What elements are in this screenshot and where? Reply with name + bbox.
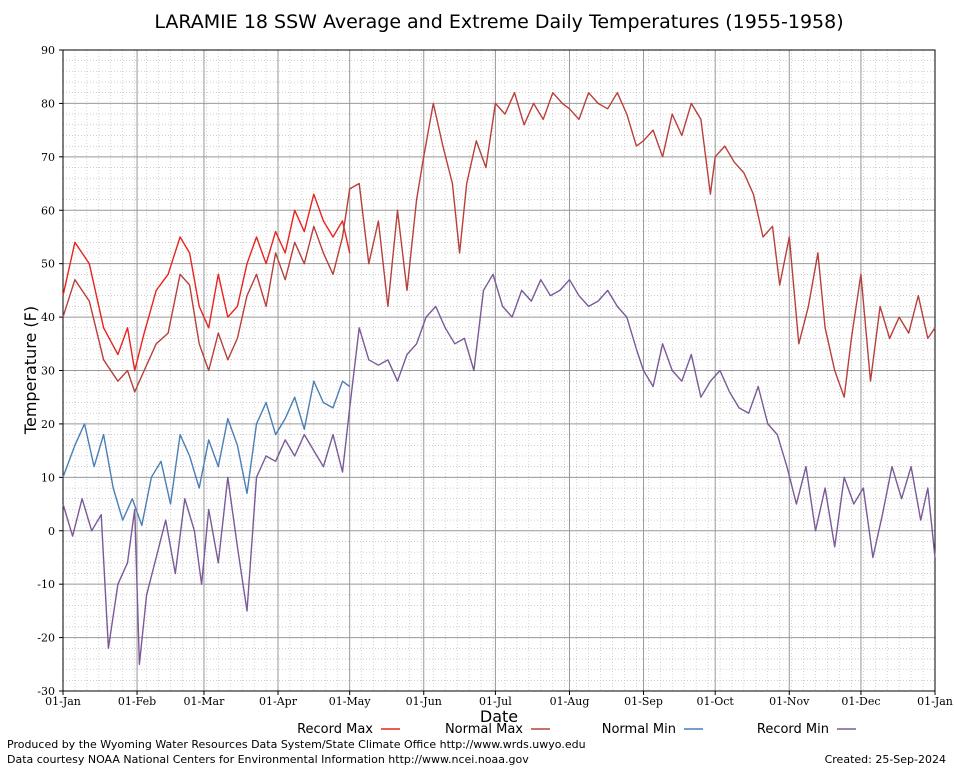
x-tick-label: 01-Oct [697,695,735,708]
legend: Record Max Normal Max Normal Min Record Min [297,722,856,737]
y-tick-label: 0 [48,525,55,538]
series-line-record-max [62,193,351,372]
y-tick-label: 20 [41,418,55,431]
x-tick-label: 01-Sep [624,695,663,708]
y-tick-label: -10 [37,578,55,591]
y-tick-label: 90 [41,44,55,57]
y-tick-label: 30 [41,365,55,378]
footer-data-source: Data courtesy NOAA National Centers for … [7,753,529,766]
legend-label: Record Min [757,722,829,737]
series-lines [62,91,936,665]
footer-created-date: Created: 25-Sep-2024 [825,753,946,766]
chart-title: LARAMIE 18 SSW Average and Extreme Daily… [154,11,843,33]
x-tick-label: 01-Jul [479,695,512,708]
y-tick-label: -30 [37,685,55,698]
y-axis-ticks: -30 -20 -10 0 10 20 30 40 50 60 70 80 90 [37,44,63,698]
x-tick-label: 01-Jun [406,695,442,708]
y-tick-label: 40 [41,311,55,324]
series-line-normal-min [62,380,351,527]
x-tick-label: 01-Apr [259,695,298,708]
x-tick-label: 01-Nov [769,695,810,708]
y-tick-label: -20 [37,632,55,645]
legend-label: Normal Max [445,722,523,737]
x-tick-label: 01-May [329,695,372,708]
legend-label: Record Max [297,722,373,737]
y-tick-label: 10 [41,471,55,484]
legend-label: Normal Min [602,722,676,737]
series-line-record-min [62,273,936,665]
y-tick-label: 80 [41,97,55,110]
series-line-normal-max [62,91,936,398]
x-tick-label: 01-Dec [841,695,880,708]
y-tick-label: 70 [41,151,55,164]
x-tick-label: 01-Feb [118,695,156,708]
x-tick-label: 01-Aug [550,695,590,708]
y-tick-label: 50 [41,258,55,271]
footer-producer: Produced by the Wyoming Water Resources … [7,738,586,751]
y-axis-label: Temperature (F) [21,306,40,435]
x-tick-label: 01-Jan [917,695,953,708]
x-tick-label: 01-Jan [45,695,81,708]
x-tick-label: 01-Mar [184,695,226,708]
x-axis-label: Date [480,707,518,726]
x-axis-ticks: 01-Jan 01-Feb 01-Mar 01-Apr 01-May 01-Jun 01-J… [45,691,953,708]
y-tick-label: 60 [41,204,55,217]
